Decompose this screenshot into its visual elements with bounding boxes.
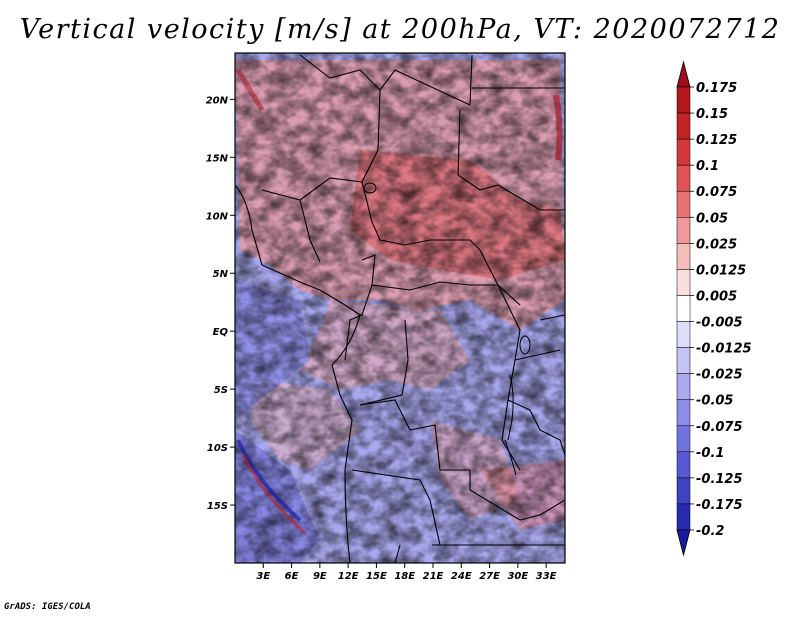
grads-footer: GrADS: IGES/COLA [4,602,91,612]
chart-title: Vertical velocity [m/s] at 200hPa, VT: 2… [19,14,781,45]
colorbar-swatch [676,503,691,531]
colorbar-swatch [676,347,691,374]
colorbar-label: -0.1 [696,446,724,461]
lat-tick-label: 5S [214,385,228,396]
colorbar-label: 0.025 [696,237,737,252]
colorbar-swatch [676,217,691,244]
lon-tick-label: 12E [338,571,359,582]
colorbar-label: 0.1 [696,159,719,174]
velocity-field [235,53,565,563]
colorbar-label: -0.05 [696,394,733,409]
map-frame [234,52,566,564]
colorbar: 0.175 0.15 0.125 0.1 0.075 0.05 0.025 0.0125 0.0… [676,60,752,557]
longitude-axis: 3E 6E 9E 12E 15E 18E 21E 24E 27E 30E 33E [256,563,557,582]
lon-tick-label: 3E [256,571,270,582]
lon-tick-label: 6E [285,571,299,582]
colorbar-swatch [676,138,691,166]
lat-tick-label: 5N [213,269,229,280]
colorbar-swatch [676,86,691,114]
colorbar-swatch [676,269,691,296]
lat-tick-label: 10N [206,211,229,222]
colorbar-swatch [676,112,691,140]
colorbar-label: -0.025 [696,368,743,383]
colorbar-swatch [676,399,691,427]
lat-tick-label: 15S [207,501,228,512]
lon-tick-label: 18E [394,571,415,582]
colorbar-label: 0.075 [696,185,737,200]
colorbar-label: -0.075 [696,420,743,435]
lon-tick-label: 15E [366,571,387,582]
lon-tick-label: 27E [479,571,500,582]
lat-tick-label: 10S [207,443,228,454]
colorbar-swatch [676,321,691,348]
colorbar-swatch [676,477,691,505]
colorbar-label: 0.15 [696,107,728,122]
colorbar-swatch [676,243,691,270]
lakes [363,182,531,476]
colorbar-swatch [676,164,691,192]
colorbar-bottom-arrow [676,529,691,557]
colorbar-label: 0.0125 [696,263,746,278]
colorbar-label: 0.175 [696,81,737,96]
colorbar-label: 0.125 [696,133,737,148]
colorbar-label: -0.005 [696,316,743,331]
colorbar-swatch [676,451,691,479]
lat-tick-label: EQ [213,327,229,338]
colorbar-swatch [676,190,691,218]
colorbar-swatch [676,425,691,453]
colorbar-label: 0.05 [696,211,728,226]
lon-tick-label: 30E [507,571,528,582]
lat-tick-label: 15N [206,153,229,164]
colorbar-swatch [676,373,691,400]
colorbar-swatch [676,295,691,322]
lat-tick-label: 20N [206,95,229,106]
latitude-axis: 20N 15N 10N 5N EQ 5S 10S 15S [206,95,235,512]
country-borders [235,54,565,563]
lon-tick-label: 24E [451,571,472,582]
lon-tick-label: 33E [536,571,557,582]
lon-tick-label: 21E [423,571,444,582]
colorbar-top-arrow [676,60,691,88]
lon-tick-label: 9E [313,571,327,582]
colorbar-label: -0.125 [696,472,743,487]
colorbar-label: 0.005 [696,289,737,304]
colorbar-label: -0.175 [696,498,743,513]
colorbar-label: -0.2 [696,524,724,539]
colorbar-label: -0.0125 [696,342,752,357]
